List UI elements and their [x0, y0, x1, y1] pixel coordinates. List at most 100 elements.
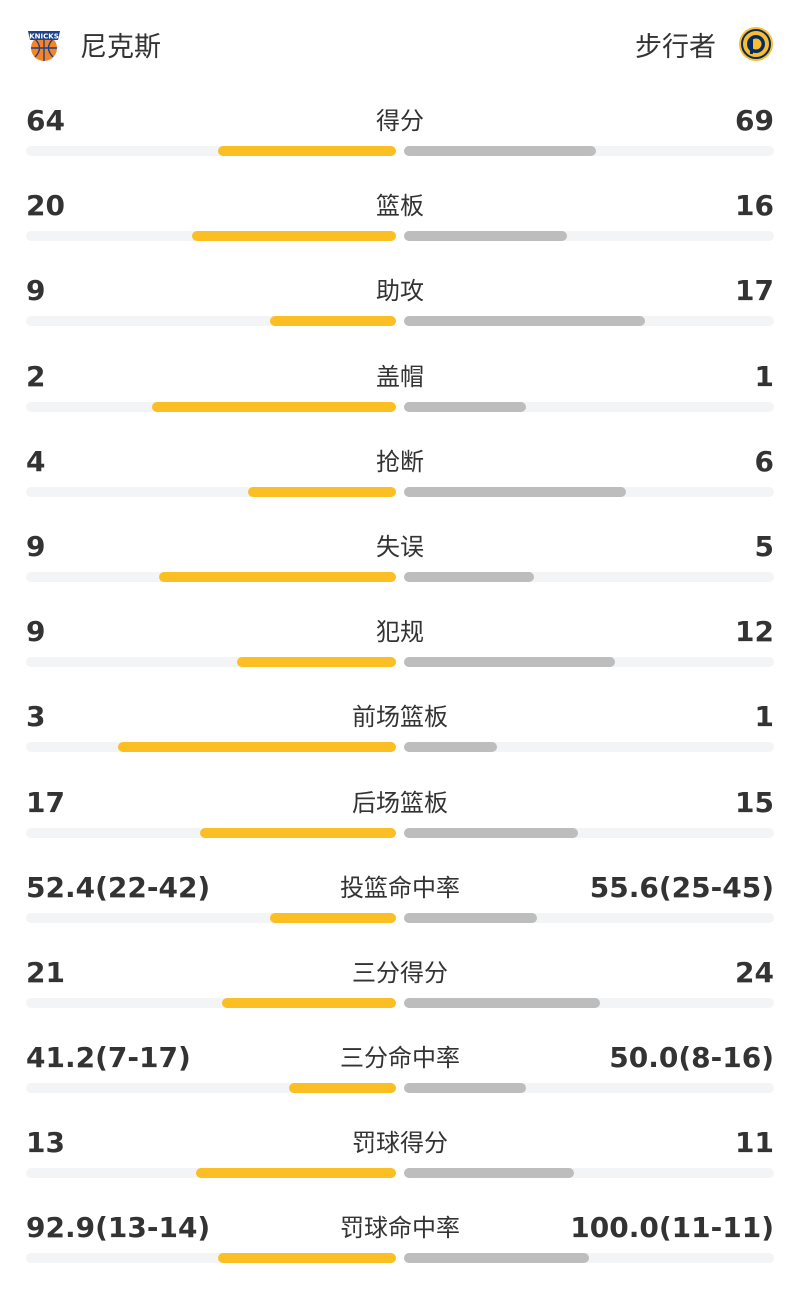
- left-team-bar: [289, 1083, 396, 1094]
- right-team-bar: [404, 401, 526, 412]
- right-team-value: 1: [754, 359, 774, 393]
- right-team-value: 55.6(25-45): [589, 870, 774, 904]
- right-team-value: 15: [735, 785, 774, 819]
- stat-row: 20 篮板 16: [26, 181, 774, 266]
- left-team-value: 41.2(7-17): [26, 1041, 191, 1075]
- right-team-value: 50.0(8-16): [609, 1041, 774, 1075]
- right-team-bar: [404, 146, 596, 156]
- right-team-bar: [404, 316, 645, 327]
- right-team-bar: [404, 571, 534, 582]
- left-bar-track: [26, 486, 396, 497]
- stat-label: 三分得分: [352, 958, 448, 987]
- stat-label: 罚球命中率: [340, 1214, 460, 1243]
- stat-row: 52.4(22-42) 投篮命中率 55.6(25-45): [26, 863, 774, 948]
- right-team-value: 24: [735, 955, 774, 989]
- right-team-value: 11: [735, 1126, 774, 1160]
- right-team-value: 6: [754, 444, 774, 478]
- left-team-value: 17: [26, 785, 65, 819]
- left-team-value: 9: [26, 274, 46, 308]
- left-team-bar: [152, 401, 396, 412]
- svg-text:KNICKS: KNICKS: [29, 33, 59, 41]
- left-team-value: 9: [26, 529, 46, 563]
- stat-row: 3 前场篮板 1: [26, 692, 774, 777]
- left-team-bar: [222, 997, 396, 1008]
- left-bar-track: [26, 1253, 396, 1264]
- team-right-name: 步行者: [635, 31, 716, 63]
- knicks-logo-icon: KNICKS: [28, 31, 60, 61]
- right-team-value: 1: [754, 700, 774, 734]
- left-bar-track: [26, 997, 396, 1008]
- left-team-bar: [270, 912, 396, 923]
- left-team-bar: [218, 146, 396, 156]
- right-bar-track: [404, 912, 774, 923]
- stat-row: 92.9(13-14) 罚球命中率 100.0(11-11): [26, 1203, 774, 1288]
- left-team-bar: [192, 231, 396, 242]
- left-team-value: 92.9(13-14): [26, 1211, 211, 1245]
- stat-label: 前场篮板: [352, 703, 448, 732]
- left-team-value: 13: [26, 1126, 65, 1160]
- team-left-name: 尼克斯: [80, 31, 161, 63]
- stat-row: 4 抢断 6: [26, 437, 774, 522]
- stat-label: 犯规: [376, 618, 424, 647]
- right-bar-track: [404, 231, 774, 242]
- left-team-value: 52.4(22-42): [26, 870, 211, 904]
- right-bar-track: [404, 1083, 774, 1094]
- right-team-bar: [404, 742, 497, 753]
- stat-label: 罚球得分: [352, 1129, 448, 1158]
- right-bar-track: [404, 571, 774, 582]
- right-team-value: 16: [735, 189, 774, 223]
- stat-row: 9 犯规 12: [26, 607, 774, 692]
- header: KNICKS 尼克斯 步行者: [0, 0, 800, 90]
- right-team-bar: [404, 997, 600, 1008]
- stat-row: 64 得分 69: [26, 96, 774, 181]
- left-team-bar: [200, 827, 396, 838]
- stat-row: 13 罚球得分 11: [26, 1118, 774, 1203]
- left-team-value: 3: [26, 700, 46, 734]
- right-bar-track: [404, 742, 774, 753]
- left-team-bar: [237, 657, 396, 668]
- right-team-value: 12: [735, 615, 774, 649]
- right-team-bar: [404, 1083, 526, 1094]
- left-team-value: 21: [26, 955, 65, 989]
- right-team-value: 69: [735, 104, 774, 137]
- stat-label: 抢断: [376, 447, 424, 476]
- right-team-value: 17: [735, 274, 774, 308]
- left-bar-track: [26, 146, 396, 156]
- pacers-logo-icon: [739, 27, 773, 61]
- right-team-bar: [404, 1168, 574, 1179]
- team-right[interactable]: 步行者: [635, 22, 774, 66]
- right-bar-track: [404, 1168, 774, 1179]
- right-team-value: 5: [754, 529, 774, 563]
- left-bar-track: [26, 316, 396, 327]
- stat-row: 17 后场篮板 15: [26, 778, 774, 863]
- stat-row: 21 三分得分 24: [26, 948, 774, 1033]
- left-team-bar: [159, 571, 396, 582]
- right-team-bar: [404, 486, 626, 497]
- stat-row: 2 盖帽 1: [26, 352, 774, 437]
- left-team-value: 2: [26, 359, 46, 393]
- right-bar-track: [404, 827, 774, 838]
- left-team-value: 9: [26, 615, 46, 649]
- left-team-bar: [248, 486, 396, 497]
- stat-row: 9 失误 5: [26, 522, 774, 607]
- right-team-bar: [404, 912, 537, 923]
- left-team-value: 64: [26, 104, 65, 137]
- right-team-bar: [404, 657, 615, 668]
- stat-label: 得分: [376, 107, 424, 135]
- left-team-value: 20: [26, 189, 65, 223]
- left-bar-track: [26, 1083, 396, 1094]
- right-bar-track: [404, 1253, 774, 1264]
- stat-row: 9 助攻 17: [26, 266, 774, 351]
- stat-label: 三分命中率: [340, 1044, 460, 1073]
- left-team-bar: [218, 1253, 396, 1264]
- team-left[interactable]: KNICKS 尼克斯: [26, 22, 161, 66]
- left-team-value: 4: [26, 444, 46, 478]
- right-team-value: 100.0(11-11): [570, 1211, 774, 1245]
- right-bar-track: [404, 401, 774, 412]
- stat-label: 失误: [376, 532, 424, 561]
- stat-label: 盖帽: [376, 362, 424, 391]
- left-bar-track: [26, 912, 396, 923]
- stat-label: 后场篮板: [352, 788, 448, 817]
- stat-label: 投篮命中率: [340, 873, 460, 902]
- left-team-bar: [196, 1168, 396, 1179]
